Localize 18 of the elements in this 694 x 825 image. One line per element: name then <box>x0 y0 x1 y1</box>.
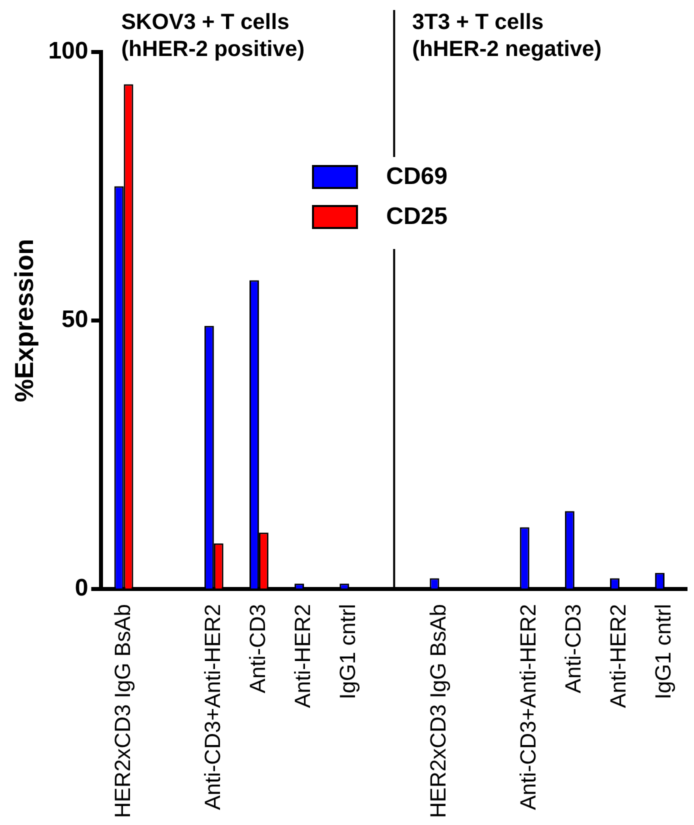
x-tick-label: Anti-CD3 <box>560 604 586 694</box>
y-tick-label: 50 <box>62 306 88 334</box>
y-tick-label: 100 <box>48 38 88 65</box>
x-tick-label: IgG1 cntrl <box>335 604 360 700</box>
x-tick-label: IgG1 cntrl <box>650 604 676 700</box>
y-tick-label: 0 <box>74 574 88 602</box>
x-tick-label: Anti-HER2 <box>606 604 631 708</box>
x-tick-label: Anti-CD3+Anti-HER2 <box>200 604 225 810</box>
x-tick-label: Anti-CD3+Anti-HER2 <box>515 604 540 810</box>
annotation: SKOV3 + T cells (hHER-2 positive) <box>121 8 305 62</box>
annotation: 3T3 + T cells (hHER-2 negative) <box>412 8 602 62</box>
x-tick-label: Anti-CD3 <box>245 604 270 694</box>
y-axis-title: %Expression <box>8 238 39 402</box>
x-tick-label: HER2xCD3 IgG BsAb <box>110 604 135 818</box>
legend-label: CD69 <box>386 163 448 191</box>
x-tick-label: Anti-HER2 <box>290 604 316 708</box>
legend-label: CD25 <box>386 203 448 231</box>
x-tick-label: HER2xCD3 IgG BsAb <box>425 604 450 818</box>
